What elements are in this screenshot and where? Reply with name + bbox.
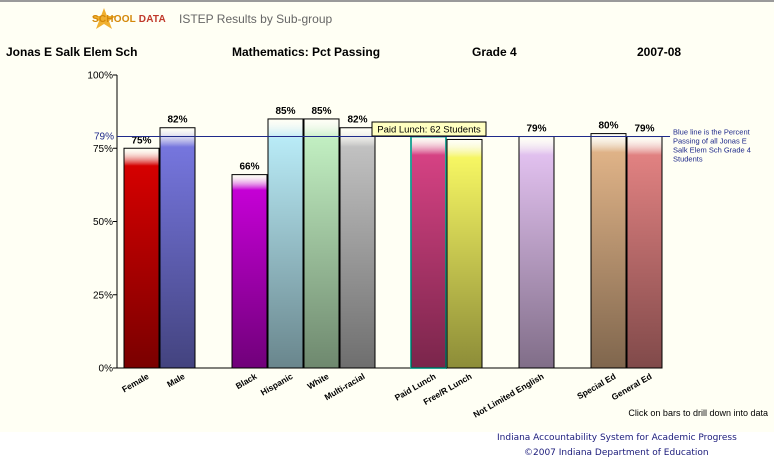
y-tick-label: 50% (93, 217, 113, 228)
footer-system-name: Indiana Accountability System for Academ… (497, 433, 737, 443)
reference-note-line: Blue line is the Percent (673, 128, 751, 137)
x-tick-label: General Ed (610, 371, 654, 402)
data-label: 79% (634, 124, 654, 135)
subgroup-bar-chart: 0% 25% 50% 75% 100% 75% Female 82% Male 66% Black… (87, 71, 751, 420)
logo-text: SCHOOL DATA (92, 14, 166, 25)
logo-text-data: DATA (138, 14, 166, 25)
school-name: Jonas E Salk Elem Sch (6, 45, 138, 59)
school-year: 2007-08 (637, 45, 682, 59)
data-label: 80% (598, 121, 618, 132)
x-tick-label: Female (120, 371, 151, 394)
y-tick-label: 0% (99, 364, 114, 375)
bar-white[interactable] (303, 118, 340, 369)
bar-free-r-lunch[interactable] (446, 138, 483, 369)
bar-male[interactable] (159, 127, 196, 369)
bar-hispanic[interactable] (267, 118, 304, 369)
x-tick-label: Hispanic (259, 371, 295, 398)
subject-label: Mathematics: Pct Passing (232, 45, 381, 59)
reference-line-label: 79% (94, 132, 114, 143)
school-data-logo: SCHOOL DATA (92, 6, 170, 32)
data-label: 85% (311, 106, 331, 117)
reference-line-note: Blue line is the Percent Passing of all J… (673, 128, 751, 164)
logo-text-school: SCHOOL (92, 14, 136, 25)
x-tick-label: Black (234, 371, 259, 391)
footer-copyright: ©2007 Indiana Department of Education (524, 448, 709, 458)
drill-down-hint: Click on bars to drill down into data (628, 408, 768, 418)
window-edge (774, 0, 780, 470)
logo-sun-icon (92, 8, 116, 29)
bar-general-ed[interactable] (626, 136, 663, 369)
tooltip-box (371, 121, 487, 137)
data-label: 85% (275, 106, 295, 117)
y-tick-label: 25% (93, 290, 113, 301)
data-label: 66% (239, 162, 259, 173)
bar-black[interactable] (231, 174, 268, 369)
data-label: 75% (131, 135, 151, 146)
x-tick-label: Male (165, 371, 187, 389)
data-label: 82% (347, 115, 367, 126)
reference-note-line: Salk Elem Sch Grade 4 (673, 146, 751, 155)
data-label: 79% (526, 124, 546, 135)
tooltip-text: Paid Lunch: 62 Students (377, 125, 481, 136)
reference-note-line: Students (673, 155, 703, 164)
x-tick-label: Multi-racial (323, 371, 367, 402)
bar-not-limited-english[interactable] (518, 136, 555, 369)
x-tick-label: White (305, 371, 330, 391)
data-label: 82% (167, 115, 187, 126)
grade-label: Grade 4 (472, 45, 517, 59)
x-tick-label: Not Limited English (471, 371, 545, 420)
bar-special-ed[interactable] (590, 133, 627, 369)
bar-paid-lunch[interactable] (410, 135, 447, 369)
bar-multi-racial[interactable] (339, 127, 376, 369)
y-tick-label: 75% (93, 144, 113, 155)
y-tick-label: 100% (87, 71, 113, 82)
app-title: ISTEP Results by Sub-group (179, 12, 333, 26)
bar-female[interactable] (123, 147, 160, 369)
reference-note-line: Passing of all Jonas E (673, 137, 747, 146)
